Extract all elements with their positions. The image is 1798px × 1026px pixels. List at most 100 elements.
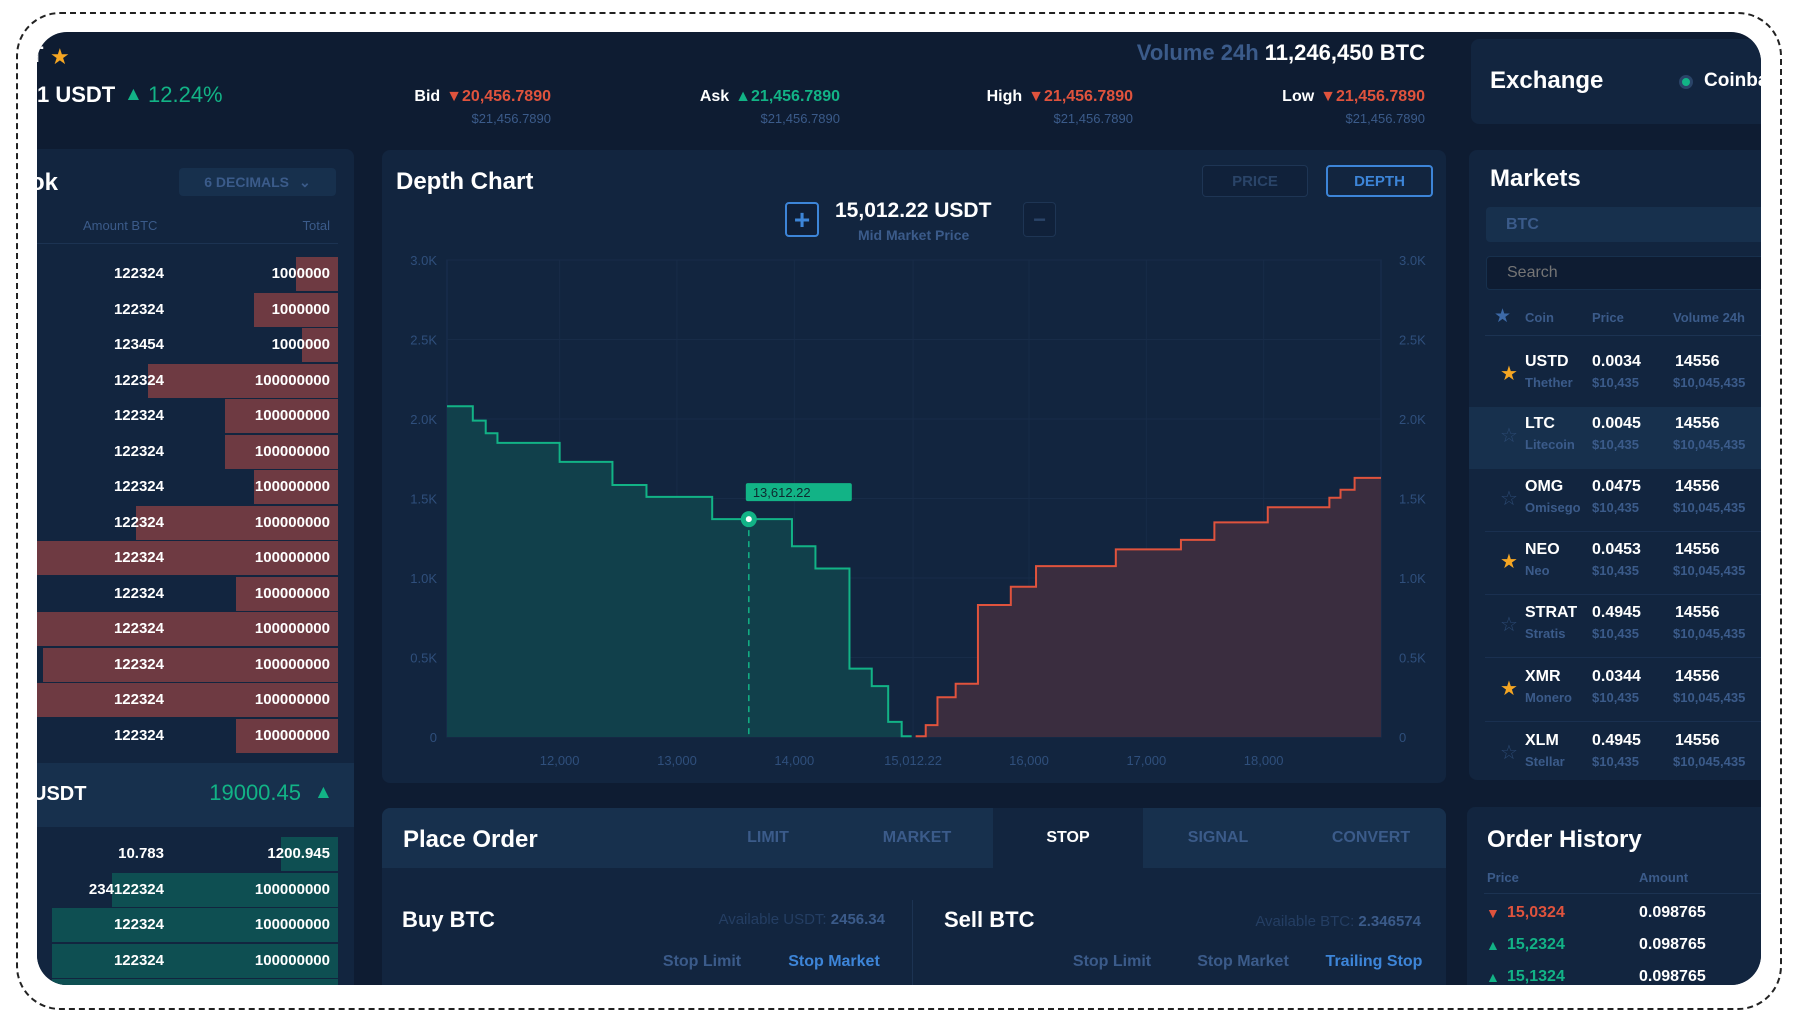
stat-label: Ask <box>699 88 730 105</box>
tab-market[interactable]: MARKET <box>882 829 952 846</box>
depth-bar <box>235 718 338 753</box>
market-price: 0.0344 <box>1592 668 1641 685</box>
zoom-in-plus-icon[interactable]: + <box>785 202 819 237</box>
stat-value: 20,456.7890 <box>462 88 551 105</box>
zoom-out-minus-icon[interactable]: − <box>1023 202 1056 237</box>
app-window: T ★ 1 USDT ▲ 12.24% Volume 24h 11,246,45… <box>37 32 1761 985</box>
sell-type-stop-market[interactable]: Stop Market <box>1197 953 1289 970</box>
star-filled-icon[interactable]: ★ <box>1500 363 1518 385</box>
star-outline-icon[interactable]: ☆ <box>1500 425 1518 447</box>
depth-bar <box>253 292 338 327</box>
bid-row[interactable]: 122324 100000000 <box>37 908 338 942</box>
tab-limit[interactable]: LIMIT <box>747 829 789 846</box>
y-tick-right: 1.5K <box>1399 492 1426 507</box>
price-view-button[interactable]: PRICE <box>1202 165 1308 197</box>
bid-row[interactable] <box>37 979 338 985</box>
amount: 122324 <box>113 584 164 602</box>
ask-row[interactable]: 122324 100000000 <box>37 612 338 646</box>
down-arrow-icon: ▼ <box>1320 88 1337 105</box>
market-row[interactable]: ★ XMR Monero 0.0344 $10,435 14556 $10,045,435 <box>1469 660 1761 722</box>
amount: 122324 <box>113 300 164 318</box>
ask-row[interactable]: 122324 100000000 <box>37 434 338 469</box>
mid-pair: USDT <box>37 783 87 805</box>
stat-usd: $21,456.7890 <box>760 111 840 126</box>
down-arrow-icon: ▼ <box>446 88 463 105</box>
market-row[interactable]: ☆ XLM Stellar 0.4945 $10,435 14556 $10,045,435 <box>1469 724 1761 786</box>
market-row[interactable]: ☆ STRAT Stratis 0.4945 $10,435 14556 $10,045,4… <box>1469 596 1761 658</box>
ask-row[interactable]: 122324 100000000 <box>37 647 338 682</box>
favorite-star-icon[interactable]: ★ <box>50 44 70 69</box>
decimals-dropdown[interactable]: 6 DECIMALS ⌄ <box>179 168 336 196</box>
sell-type-stop-limit[interactable]: Stop Limit <box>1072 953 1152 970</box>
chart-mid-label: Mid Market Price <box>858 227 970 243</box>
market-search-input[interactable] <box>1486 256 1761 290</box>
depth-view-button[interactable]: DEPTH <box>1326 165 1433 197</box>
markets-title: Markets <box>1490 165 1581 192</box>
market-tab-btc[interactable]: BTC <box>1486 207 1761 242</box>
stat-usd: $21,456.7890 <box>1053 111 1133 126</box>
star-filled-icon[interactable]: ★ <box>1500 551 1518 573</box>
ask-row[interactable]: 122324 100000000 <box>37 683 338 717</box>
market-volume-usd: $10,045,435 <box>1673 563 1746 578</box>
total: 100000000 <box>254 726 330 744</box>
market-coin: XLM <box>1525 732 1559 749</box>
sell-available: Available BTC: 2.346574 <box>1255 913 1421 930</box>
tab-signal[interactable]: SIGNAL <box>1187 829 1249 846</box>
market-coin: XMR <box>1525 668 1561 685</box>
market-row[interactable]: ★ USTD Thether 0.0034 $10,435 14556 $10,045,43… <box>1469 345 1761 407</box>
buy-type-stop-market[interactable]: Stop Market <box>788 953 880 970</box>
star-outline-icon[interactable]: ☆ <box>1500 614 1518 636</box>
stat-low: Low ▼21,456.7890 <box>1282 88 1425 106</box>
stat-value: 21,456.7890 <box>1044 88 1133 105</box>
col-coin: Coin <box>1525 310 1554 325</box>
exchange-panel <box>1471 39 1761 124</box>
tab-convert[interactable]: CONVERT <box>1331 829 1411 846</box>
ask-row[interactable]: 122324 100000000 <box>37 399 338 433</box>
ask-row[interactable]: 122324 100000000 <box>37 718 338 753</box>
ask-row[interactable]: 122324 100000000 <box>37 363 338 398</box>
market-price-usd: $10,435 <box>1592 626 1639 641</box>
ask-row[interactable]: 123454 1000000 <box>37 328 338 362</box>
bid-depth-line <box>447 405 912 738</box>
star-outline-icon[interactable]: ☆ <box>1500 742 1518 764</box>
y-tick-left: 1.5K <box>410 492 437 507</box>
market-price: 0.0475 <box>1592 478 1641 495</box>
bid-row[interactable]: 234122324 100000000 <box>37 872 338 907</box>
available-label: Available BTC: <box>1255 913 1355 930</box>
sell-type-trailing-stop[interactable]: Trailing Stop <box>1325 953 1423 970</box>
divider <box>1485 721 1761 722</box>
tab-stop[interactable]: STOP <box>993 808 1143 868</box>
change-up-icon: ▲ <box>124 84 143 105</box>
divider <box>1485 335 1761 336</box>
exchange-select[interactable]: Coinba <box>1704 70 1761 91</box>
star-filled-icon[interactable]: ★ <box>1500 678 1518 700</box>
y-tick-left: 2.0K <box>410 412 437 427</box>
ask-row[interactable]: 122324 1000000 <box>37 257 338 291</box>
chevron-down-icon: ⌄ <box>299 173 311 190</box>
ask-row[interactable]: 122324 100000000 <box>37 505 338 540</box>
ask-row[interactable]: 122324 1000000 <box>37 292 338 327</box>
col-price: Price <box>1592 310 1624 325</box>
up-arrow-icon: ▲ <box>314 782 333 803</box>
market-row[interactable]: ☆ OMG Omisego 0.0475 $10,435 14556 $10,045,435 <box>1469 470 1761 532</box>
market-coin: USTD <box>1525 353 1569 370</box>
bid-row[interactable]: 122324 100000000 <box>37 943 338 978</box>
bid-row[interactable]: 10.783 1200.945 <box>37 837 338 871</box>
amount: 122324 <box>113 951 164 969</box>
favorites-star-icon[interactable]: ★ <box>1494 306 1512 327</box>
market-row[interactable]: ★ NEO Neo 0.0453 $10,435 14556 $10,045,435 <box>1469 533 1761 595</box>
market-price: 0.4945 <box>1592 732 1641 749</box>
depth-bar <box>37 612 338 646</box>
market-row[interactable]: ☆ LTC Litecoin 0.0045 $10,435 14556 $10,045,43… <box>1469 407 1761 469</box>
buy-type-stop-limit[interactable]: Stop Limit <box>662 953 742 970</box>
depth-chart[interactable]: 0 0 0.5K 0.5K 1.0K 1.0K 1.5K 1.5K 2.0K 2.0K 2.5K 2.… <box>382 150 1446 783</box>
market-volume: 14556 <box>1675 415 1720 432</box>
star-outline-icon[interactable]: ☆ <box>1500 488 1518 510</box>
down-arrow-icon: ▼ <box>1486 905 1500 921</box>
ask-row[interactable]: 122324 100000000 <box>37 470 338 504</box>
y-tick-left: 1.0K <box>410 571 437 586</box>
ask-row[interactable]: 122324 100000000 <box>37 576 338 611</box>
market-name: Stratis <box>1525 626 1566 641</box>
ask-row[interactable]: 122324 100000000 <box>37 541 338 575</box>
order-history-panel <box>1467 807 1761 985</box>
